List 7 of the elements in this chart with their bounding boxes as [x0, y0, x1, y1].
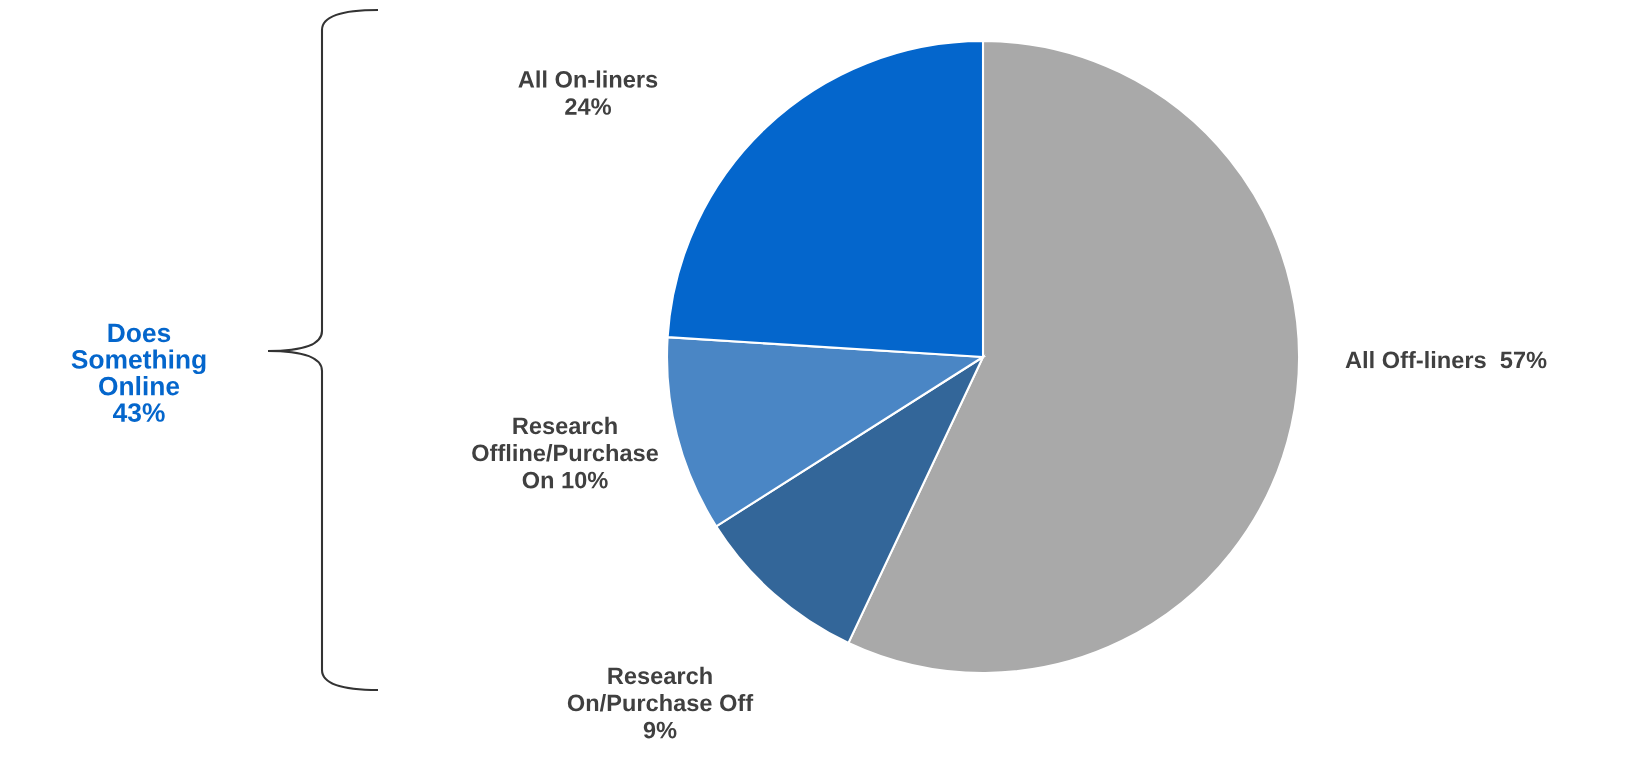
slice-label: All Off-liners 57%: [1345, 351, 1547, 369]
data-label: 9%: [643, 721, 677, 739]
data-label: 24%: [565, 98, 612, 115]
slice-label: Research Offline/Purchase On 10%: [472, 416, 659, 489]
text: Does Something Online 43%: [71, 323, 206, 422]
slice-label: Research On/Purchase Off: [567, 666, 754, 712]
slice-label: All On-liners: [518, 70, 658, 88]
